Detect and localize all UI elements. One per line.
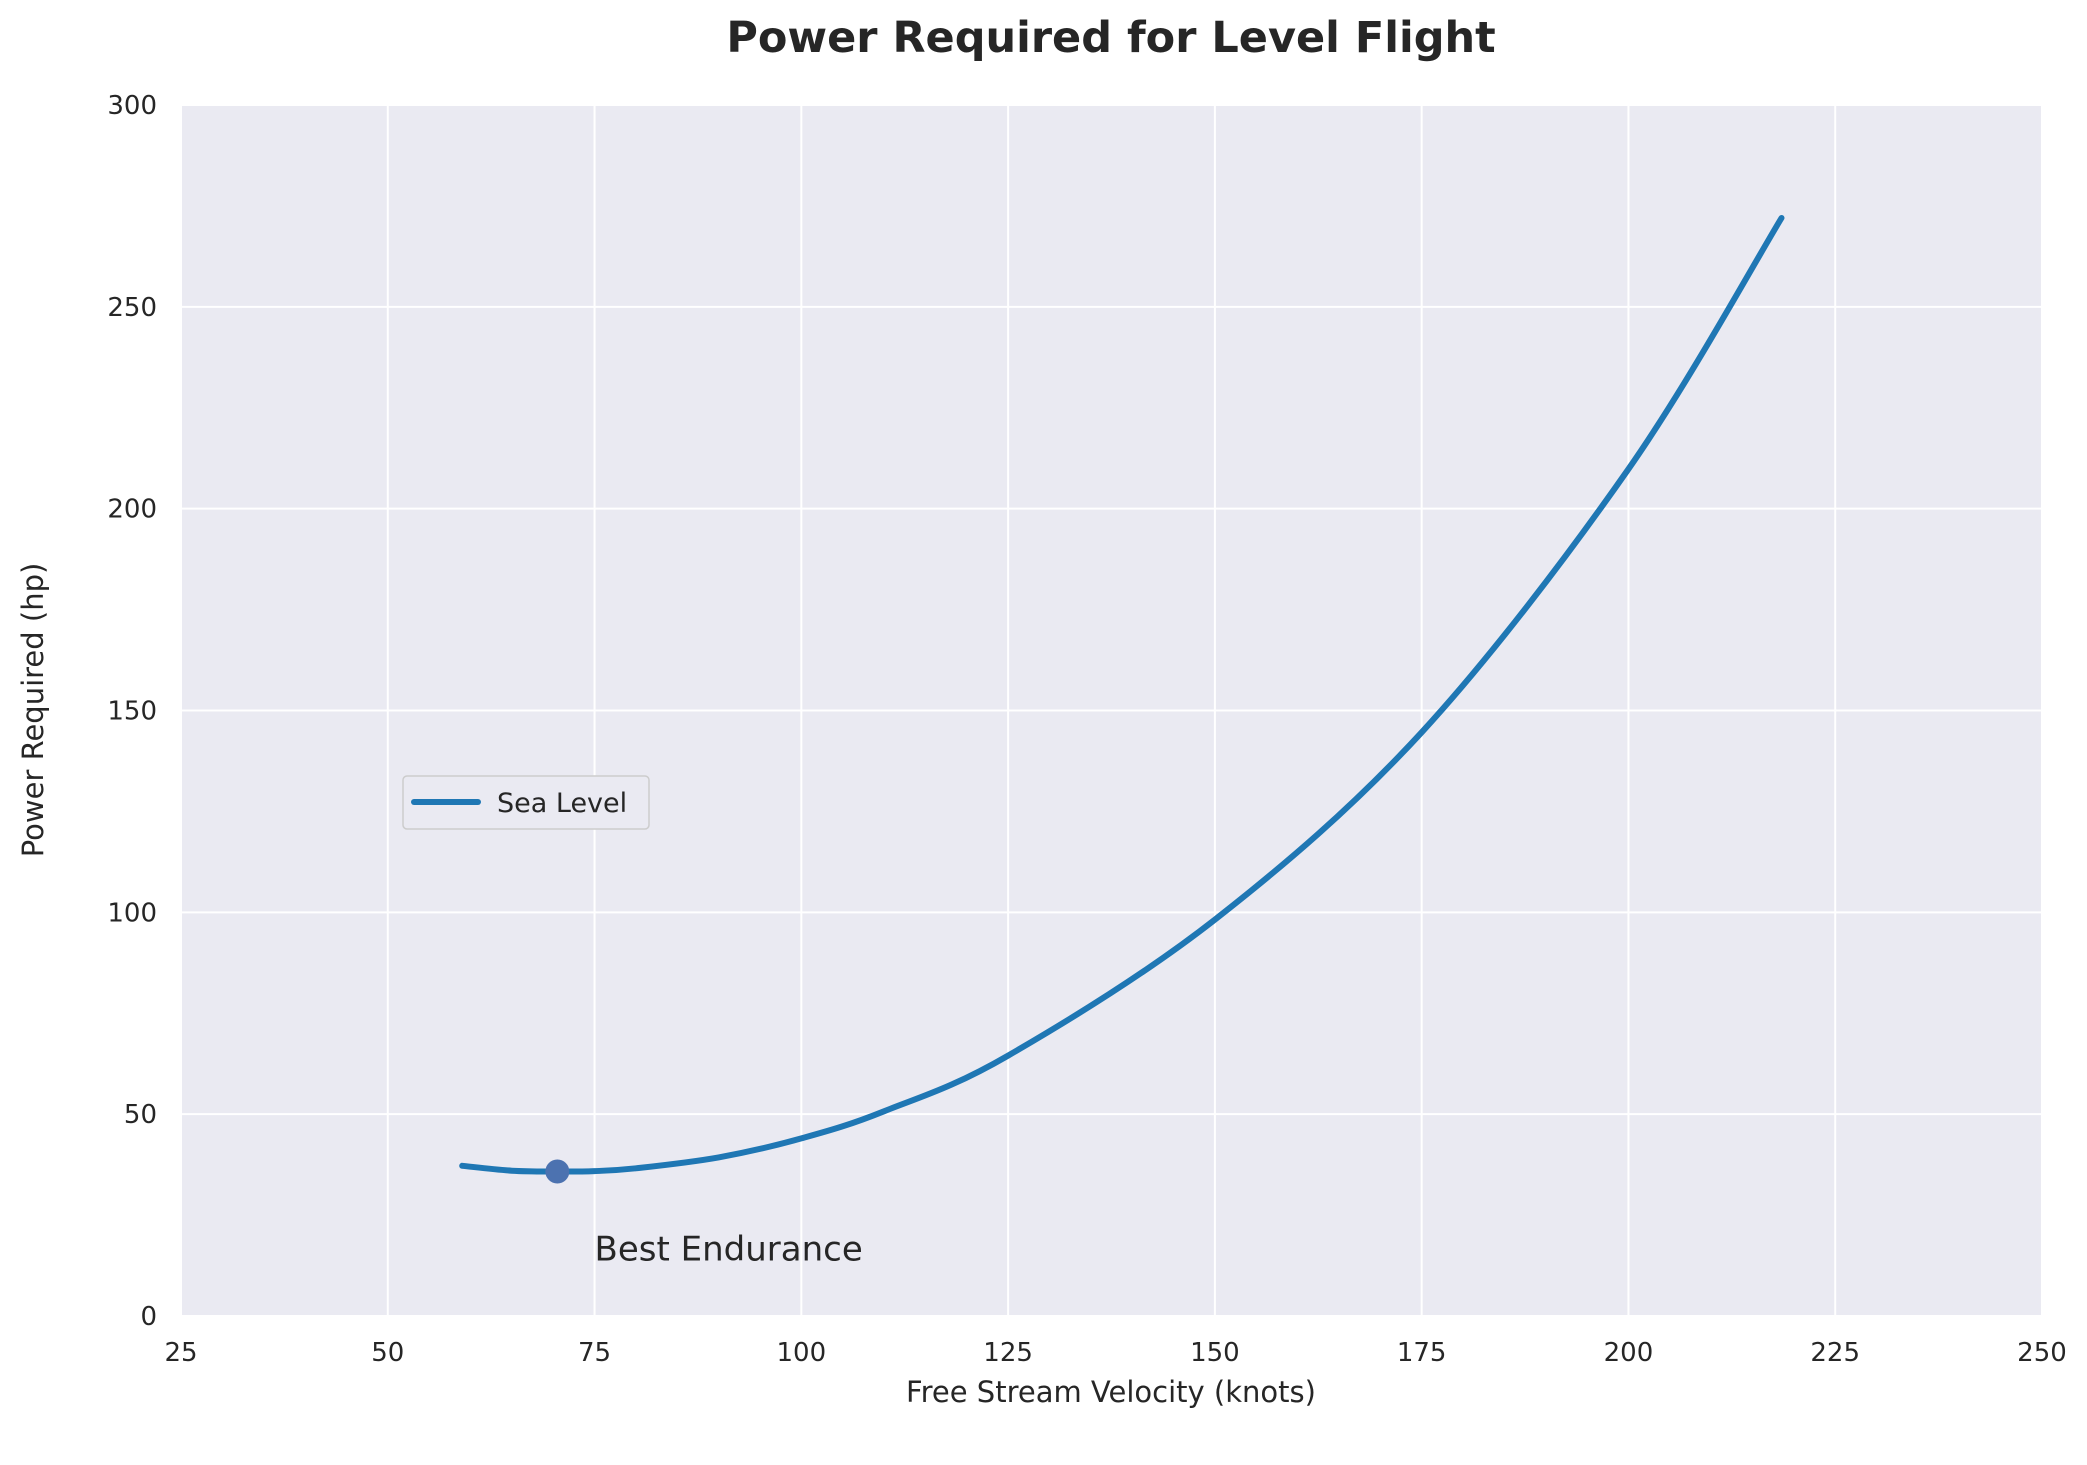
y-gridlines: [181, 104, 2042, 1317]
x-tick-label: 250: [2017, 1338, 2067, 1368]
legend-label-sea-level: Sea Level: [497, 788, 627, 819]
y-tick-label: 150: [107, 697, 157, 727]
x-tick-label: 75: [578, 1338, 611, 1368]
x-tick-label: 25: [164, 1338, 197, 1368]
x-tick-label: 200: [1604, 1338, 1654, 1368]
annotation-best-endurance: Best Endurance: [595, 1229, 863, 1269]
x-axis-label: Free Stream Velocity (knots): [906, 1375, 1316, 1409]
x-tick-label: 225: [1810, 1338, 1860, 1368]
x-tick-label: 100: [777, 1338, 827, 1368]
x-tick-label: 175: [1397, 1338, 1447, 1368]
x-tick-label: 150: [1190, 1338, 1240, 1368]
y-tick-label: 50: [124, 1100, 157, 1130]
y-tick-label: 0: [140, 1302, 157, 1332]
x-tick-labels: 25 50 75 100 125 150 175 200 225 250: [164, 1338, 2066, 1368]
series-line-sea-level: [459, 215, 1785, 1175]
y-axis-label: Power Required (hp): [16, 563, 50, 858]
y-tick-label: 100: [107, 898, 157, 928]
y-tick-label: 250: [107, 293, 157, 323]
y-tick-label: 200: [107, 495, 157, 525]
legend-box: [402, 775, 650, 830]
legend: Sea Level: [402, 775, 650, 830]
x-tick-label: 125: [983, 1338, 1033, 1368]
y-tick-labels: 0 50 100 150 200 250 300: [107, 91, 157, 1332]
marker-layer: [545, 1159, 570, 1184]
chart-title: Power Required for Level Flight: [726, 13, 1495, 63]
best-endurance-marker: [545, 1159, 570, 1184]
y-tick-label: 300: [107, 91, 157, 121]
x-tick-label: 50: [371, 1338, 404, 1368]
series-layer: [459, 215, 1785, 1175]
